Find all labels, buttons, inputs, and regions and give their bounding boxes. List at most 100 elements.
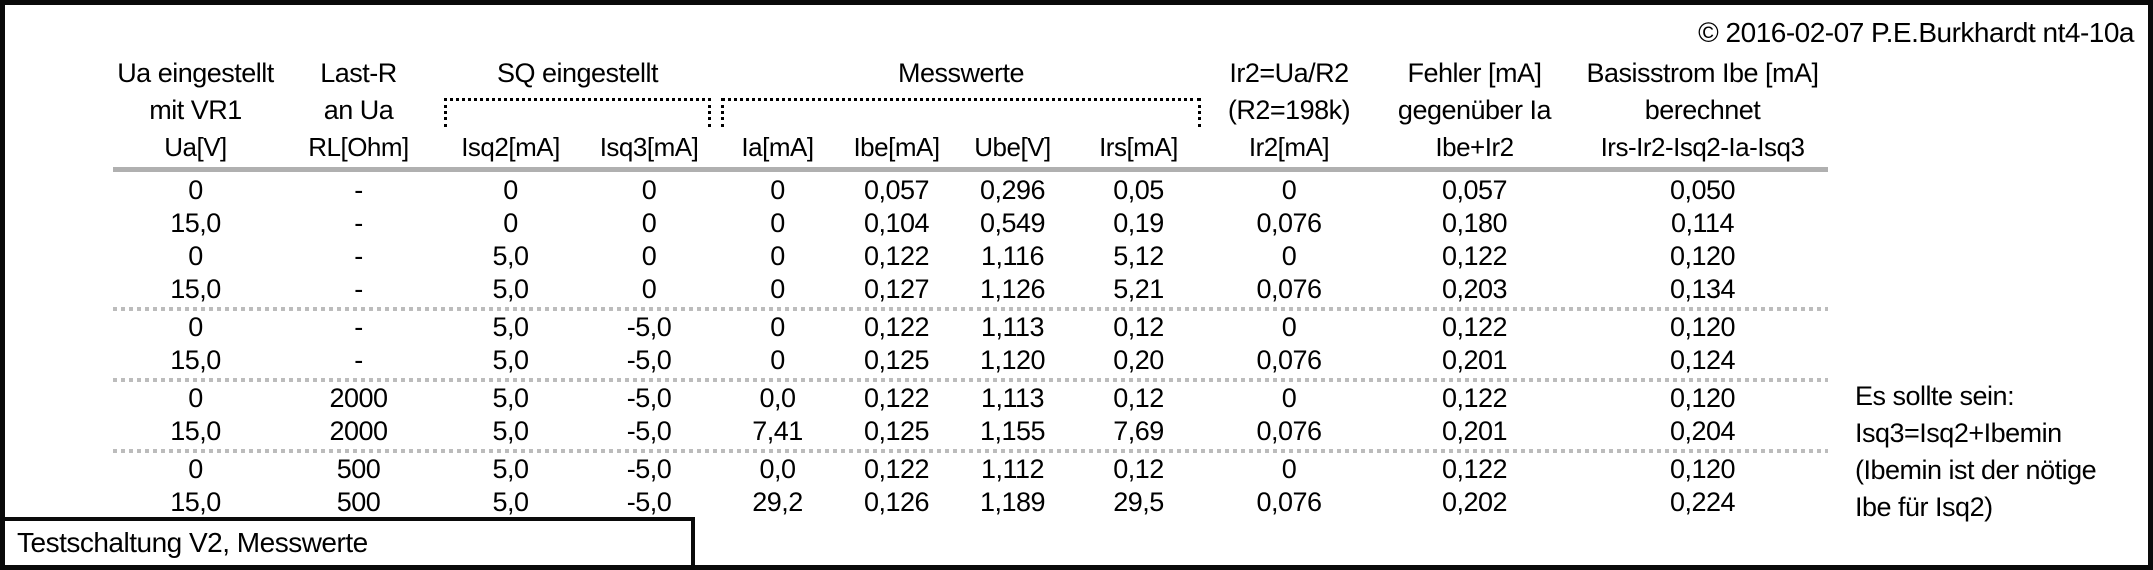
table-cell-r8-c6: 0,125 bbox=[863, 416, 930, 446]
table-cell-r3-c4: 0 bbox=[641, 241, 657, 271]
side-note-line-3: (Ibemin ist der nötige bbox=[1855, 455, 2097, 485]
table-cell-r5-c6: 0,122 bbox=[863, 312, 930, 342]
table-cell-r5-c2: - bbox=[354, 312, 363, 342]
table-cell-r5-c4: -5,0 bbox=[626, 312, 672, 342]
table-cell-r8-c7: 1,155 bbox=[979, 416, 1046, 446]
table-cell-r8-c8: 7,69 bbox=[1113, 416, 1164, 446]
table-cell-r8-c4: -5,0 bbox=[626, 416, 672, 446]
table-cell-r3-c7: 1,116 bbox=[980, 241, 1045, 271]
table-cell-r1-c8: 0,05 bbox=[1113, 175, 1164, 205]
group-title-fehler: Fehler [mA] bbox=[1407, 58, 1542, 88]
dotted-row-separator bbox=[113, 448, 1828, 453]
table-cell-r5-c7: 1,113 bbox=[980, 312, 1045, 342]
table-cell-r7-c6: 0,122 bbox=[863, 383, 930, 413]
table-group-title-row: Ua eingestellt Last-R SQ eingestellt Mes… bbox=[113, 55, 1828, 92]
table-cell-r4-c1: 15,0 bbox=[170, 274, 221, 304]
table-cell-r7-c5: 0,0 bbox=[759, 383, 796, 413]
column-header-8: Irs[mA] bbox=[1099, 132, 1178, 162]
table-cell-r7-c7: 1,113 bbox=[980, 383, 1045, 413]
table-cell-r6-c8: 0,20 bbox=[1113, 345, 1164, 375]
table-cell-r3-c5: 0 bbox=[770, 241, 785, 271]
table-cell-r4-c5: 0 bbox=[770, 274, 785, 304]
group-subtitle-ua: mit VR1 bbox=[149, 95, 242, 125]
table-cell-r1-c2: - bbox=[354, 175, 363, 205]
table-cell-r10-c6: 0,126 bbox=[863, 487, 930, 517]
column-header-3: Isq2[mA] bbox=[461, 132, 560, 162]
table-cell-r5-c8: 0,12 bbox=[1113, 312, 1164, 342]
table-cell-r4-c2: - bbox=[354, 274, 363, 304]
table-cell-r7-c4: -5,0 bbox=[626, 383, 672, 413]
table-cell-r8-c5: 7,41 bbox=[752, 416, 803, 446]
table-cell-r5-c11: 0,120 bbox=[1669, 312, 1736, 342]
table-cell-r2-c6: 0,104 bbox=[863, 208, 930, 238]
table-cell-r9-c3: 5,0 bbox=[492, 454, 529, 484]
table-cell-r9-c7: 1,112 bbox=[980, 454, 1045, 484]
table-cell-r6-c5: 0 bbox=[770, 345, 785, 375]
table-cell-r2-c11: 0,114 bbox=[1670, 208, 1735, 238]
group-subtitle-ir2: (R2=198k) bbox=[1227, 95, 1351, 125]
table-cell-r7-c9: 0 bbox=[1281, 383, 1297, 413]
table-cell-r10-c11: 0,224 bbox=[1669, 487, 1736, 517]
table-cell-r6-c3: 5,0 bbox=[492, 345, 529, 375]
group-title-lastr: Last-R bbox=[320, 58, 397, 88]
table-cell-r2-c2: - bbox=[354, 208, 363, 238]
table-cell-r4-c6: 0,127 bbox=[863, 274, 930, 304]
table-cell-r9-c6: 0,122 bbox=[863, 454, 930, 484]
table-cell-r4-c3: 5,0 bbox=[492, 274, 529, 304]
copyright-text: © 2016-02-07 P.E.Burkhardt nt4-10a bbox=[1698, 17, 2134, 48]
table-cell-r2-c4: 0 bbox=[641, 208, 657, 238]
table-cell-r9-c1: 0 bbox=[188, 454, 203, 484]
side-note: Es sollte sein: Isq3=Isq2+Ibemin (Ibemin… bbox=[1855, 378, 2097, 526]
table-cell-r6-c6: 0,125 bbox=[863, 345, 930, 375]
group-subtitle-lastr: an Ua bbox=[323, 95, 394, 125]
table-cell-r8-c10: 0,201 bbox=[1441, 416, 1508, 446]
column-header-1: Ua[V] bbox=[164, 132, 227, 162]
table-cell-r7-c3: 5,0 bbox=[492, 383, 529, 413]
side-note-line-1: Es sollte sein: bbox=[1855, 381, 2015, 411]
table-cell-r6-c7: 1,120 bbox=[979, 345, 1046, 375]
table-cell-r9-c5: 0,0 bbox=[759, 454, 796, 484]
column-header-9: Ir2[mA] bbox=[1248, 132, 1330, 162]
table-cell-r3-c10: 0,122 bbox=[1441, 241, 1508, 271]
table-cell-r2-c1: 15,0 bbox=[170, 208, 221, 238]
header-underline bbox=[113, 167, 1828, 172]
table-cell-r1-c5: 0 bbox=[770, 175, 785, 205]
table-cell-r1-c9: 0 bbox=[1281, 175, 1297, 205]
table-cell-r9-c10: 0,122 bbox=[1441, 454, 1508, 484]
dotted-row-separator bbox=[113, 306, 1828, 311]
table-cell-r7-c2: 2000 bbox=[329, 383, 388, 413]
table-cell-r10-c1: 15,0 bbox=[170, 487, 221, 517]
table-cell-r2-c7: 0,549 bbox=[979, 208, 1046, 238]
table-cell-r9-c9: 0 bbox=[1281, 454, 1297, 484]
table-column-header-row: Ua[V] RL[Ohm] Isq2[mA] Isq3[mA] Ia[mA] Ibe[mA… bbox=[113, 129, 1828, 166]
group-title-basisstrom: Basisstrom Ibe [mA] bbox=[1586, 58, 1819, 88]
table-cell-r4-c10: 0,203 bbox=[1441, 274, 1508, 304]
measurement-table: Ua eingestellt Last-R SQ eingestellt Mes… bbox=[113, 55, 1828, 519]
table-cell-r4-c9: 0,076 bbox=[1256, 274, 1322, 304]
table-cell-r9-c4: -5,0 bbox=[626, 454, 672, 484]
table-cell-r1-c7: 0,296 bbox=[979, 175, 1046, 205]
table-cell-r5-c3: 5,0 bbox=[492, 312, 529, 342]
table-cell-r6-c9: 0,076 bbox=[1256, 345, 1322, 375]
group-title-ua: Ua eingestellt bbox=[117, 58, 274, 88]
sheet-label-box: Testschaltung V2, Messwerte bbox=[5, 517, 695, 565]
column-header-5: Ia[mA] bbox=[741, 132, 814, 162]
table-cell-r10-c4: -5,0 bbox=[626, 487, 672, 517]
table-cell-r8-c1: 15,0 bbox=[170, 416, 221, 446]
table-cell-r1-c10: 0,057 bbox=[1441, 175, 1508, 205]
table-cell-r3-c6: 0,122 bbox=[863, 241, 930, 271]
table-cell-r2-c5: 0 bbox=[770, 208, 785, 238]
table-cell-r8-c11: 0,204 bbox=[1669, 416, 1736, 446]
table-cell-r3-c2: - bbox=[354, 241, 363, 271]
table-cell-r5-c10: 0,122 bbox=[1441, 312, 1508, 342]
table-cell-r10-c7: 1,189 bbox=[979, 487, 1046, 517]
table-cell-r7-c8: 0,12 bbox=[1113, 383, 1164, 413]
sq-dotted-bracket bbox=[444, 98, 711, 127]
table-cell-r5-c1: 0 bbox=[188, 312, 203, 342]
table-cell-r2-c8: 0,19 bbox=[1113, 208, 1164, 238]
table-cell-r1-c11: 0,050 bbox=[1669, 175, 1736, 205]
group-subtitle-fehler: gegenüber Ia bbox=[1397, 95, 1552, 125]
table-cell-r10-c8: 29,5 bbox=[1113, 487, 1164, 517]
group-title-messwerte: Messwerte bbox=[897, 58, 1025, 88]
table-cell-r3-c9: 0 bbox=[1281, 241, 1297, 271]
